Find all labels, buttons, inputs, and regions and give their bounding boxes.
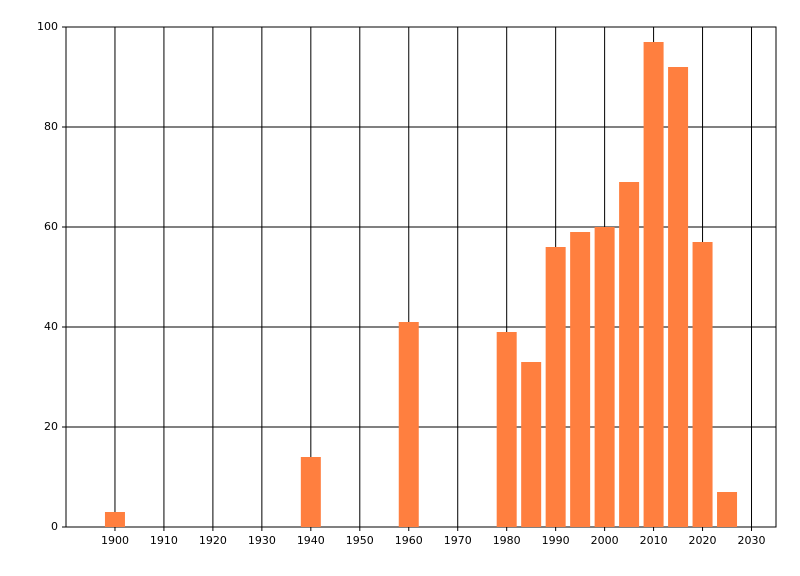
y-tick-label: 20 [44, 420, 58, 433]
x-tick-label: 1980 [493, 534, 521, 547]
y-tick-label: 80 [44, 120, 58, 133]
x-tick-label: 1930 [248, 534, 276, 547]
bar [300, 457, 321, 527]
bar [398, 322, 419, 527]
bar [496, 332, 517, 527]
bar [570, 232, 591, 527]
x-tick-label: 1920 [199, 534, 227, 547]
bar [545, 247, 566, 527]
plot-frame [65, 26, 777, 528]
x-tick-label: 1960 [395, 534, 423, 547]
bar [521, 362, 542, 527]
x-tick-label: 1910 [150, 534, 178, 547]
bar [668, 67, 689, 527]
bar [104, 512, 125, 527]
y-tick-label: 0 [51, 520, 58, 533]
x-tick-label: 1940 [297, 534, 325, 547]
x-tick-label: 1950 [346, 534, 374, 547]
bar [717, 492, 738, 527]
x-tick-label: 1900 [101, 534, 129, 547]
x-tick-label: 2000 [591, 534, 619, 547]
x-tick-label: 1970 [444, 534, 472, 547]
x-tick-label: 2030 [738, 534, 766, 547]
x-tick-label: 1990 [542, 534, 570, 547]
x-tick-label: 2010 [640, 534, 668, 547]
y-tick-label: 60 [44, 220, 58, 233]
bar [619, 182, 640, 527]
bar [594, 227, 615, 527]
y-tick-label: 40 [44, 320, 58, 333]
x-tick-label: 2020 [689, 534, 717, 547]
y-tick-label: 100 [37, 20, 58, 33]
bar [643, 42, 664, 527]
bar [692, 242, 713, 527]
